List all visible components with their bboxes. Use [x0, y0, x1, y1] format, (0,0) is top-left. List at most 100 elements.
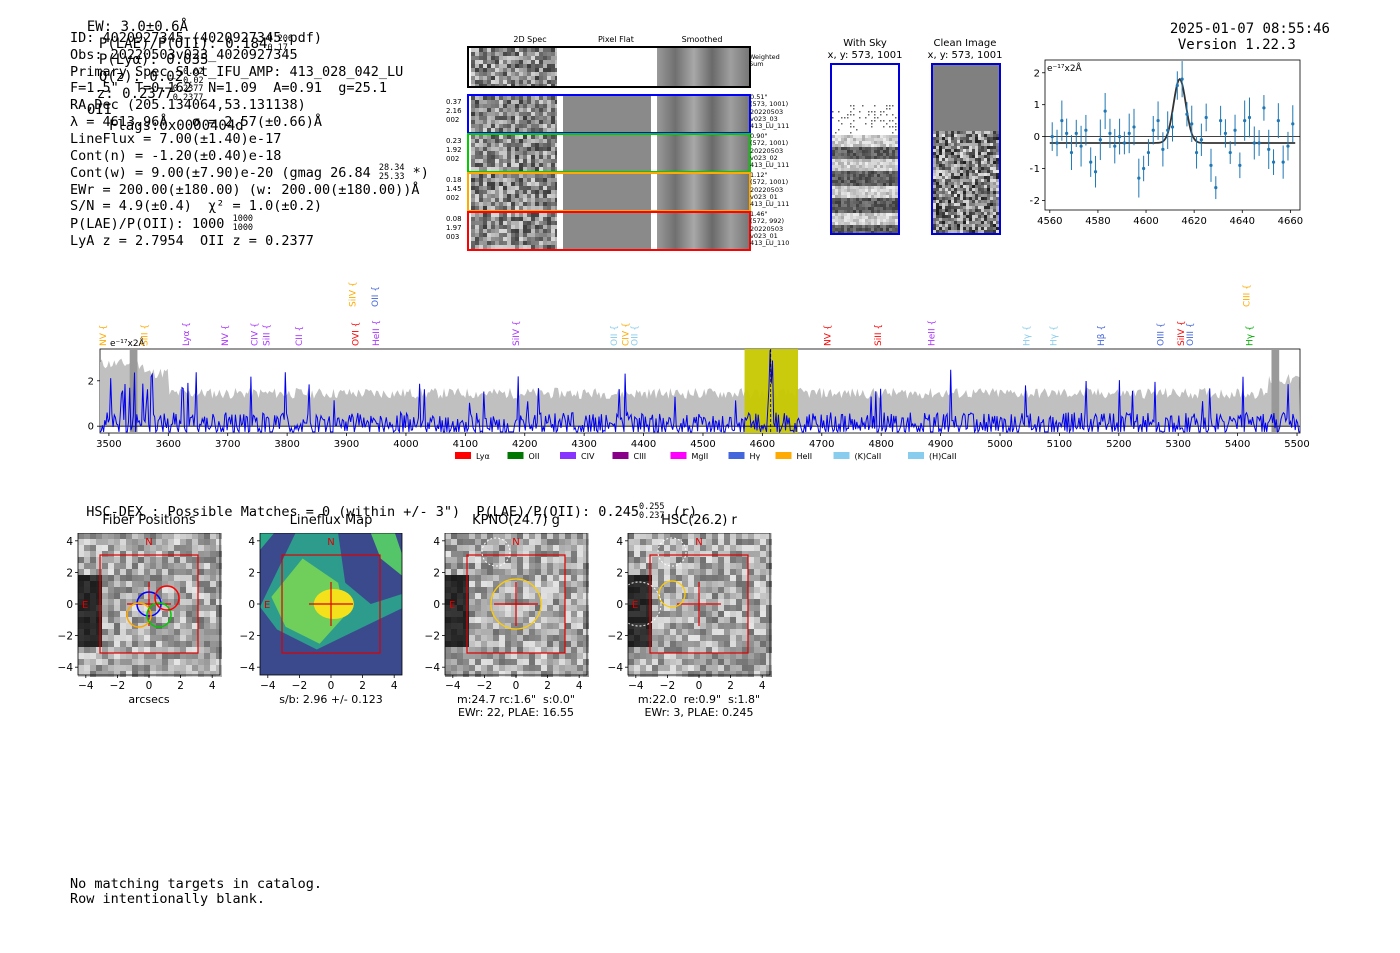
stamp-row: [467, 211, 751, 251]
cutout-ytick: 2: [616, 567, 623, 579]
cutout-caption: m:24.7 rc:1.6" s:0.0" EWr: 22, PLAE: 16.…: [457, 693, 575, 719]
clean-image-title: Clean Image x, y: 573, 1001: [927, 38, 1003, 61]
compass-e: E: [632, 600, 638, 611]
header-bar: EW: 3.0±0.6Å P(LAE)/P(OII): 0.1840.206 0.…: [70, 3, 293, 134]
cutout-xtick: 0: [328, 680, 335, 692]
footer-line-2: Row intentionally blank.: [70, 891, 266, 907]
zoom-data-point: [1117, 134, 1122, 139]
zoom-data-point: [1156, 119, 1160, 123]
clean-image: [931, 63, 1001, 235]
info-lambda: λ = 4613.96Å σ = 2.57(±0.66)Å: [70, 113, 322, 130]
zoom-data-point: [1238, 163, 1242, 167]
legend-label: HeII: [797, 452, 813, 461]
compass-n: N: [327, 537, 334, 548]
compass-n: N: [145, 537, 152, 548]
cutout-xtick: 4: [576, 680, 583, 692]
cutout-caption: s/b: 2.96 +/- 0.123: [279, 693, 383, 706]
line-mark-label: HeII {: [928, 320, 938, 346]
aperture-circle: [658, 580, 686, 608]
info-id: ID: 4020927345 (4020927345.pdf): [70, 30, 322, 46]
spec-xtick: 4600: [750, 439, 775, 450]
line-mark-label: NV {: [221, 325, 231, 346]
stamp-smoothed: [657, 213, 749, 249]
z-type: OII: [86, 102, 113, 118]
cutout-xtick: −2: [477, 680, 492, 692]
zoom-data-point: [1122, 141, 1126, 145]
line-mark-label: OVI {: [351, 322, 361, 346]
zoom-data-point: [1233, 128, 1237, 132]
cutout-ytick: −4: [58, 662, 74, 674]
zoom-data-point: [1267, 147, 1271, 151]
stamp-smoothed: [657, 96, 749, 132]
compass-n: N: [512, 537, 519, 548]
cutout-xtick: 4: [391, 680, 398, 692]
line-mark-upper-label: OII {: [371, 286, 381, 307]
cutout-ytick: 0: [433, 599, 440, 611]
zoom-data-point: [1084, 128, 1088, 132]
spec-xtick: 5400: [1225, 439, 1250, 450]
plya-value: P(Lyα): 0.035: [98, 52, 209, 68]
cutout-title: Lineflux Map: [289, 513, 373, 528]
line-mark-label: NV {: [99, 325, 109, 346]
q-range: 0.02 0.02: [183, 67, 204, 86]
zoom-data-point: [1108, 131, 1112, 136]
cutout-image: N E −4 −2 0 2 4 4 2 0 −2 −4: [608, 533, 772, 692]
cutout-xtick: −2: [110, 680, 125, 692]
zoom-line-plot: 4560 4580 4600 4620 4640 4660 2 1 0 −1 −2 e⁻¹⁷x2Å: [1030, 59, 1303, 227]
zoom-data-point: [1214, 186, 1218, 190]
line-mark-label: OII {: [631, 325, 641, 346]
cutout-ytick: −2: [425, 631, 440, 643]
stamp-row: [467, 133, 751, 173]
weighted-2dspec: [471, 48, 559, 88]
zoom-data-point: [1262, 106, 1266, 110]
cutout-xtick: 4: [209, 680, 216, 692]
legend-swatch: [908, 452, 924, 459]
cutout-caption: arcsecs: [128, 693, 170, 706]
emission-highlight: [744, 349, 799, 433]
line-mark-label: OIII {: [1156, 322, 1166, 346]
line-mark-label: HeII {: [372, 320, 382, 346]
legend-swatch: [560, 452, 576, 459]
cutout-ytick: 0: [248, 599, 255, 611]
zoom-data-point: [1161, 147, 1165, 151]
cutout-ytick: −2: [608, 631, 623, 643]
stamp-right-label: 0.90" (572, 1001) 20220503 v023_02 413_L…: [750, 132, 790, 170]
line-mark-label: SiII {: [141, 324, 151, 346]
zoom-data-point: [1137, 176, 1141, 180]
full-spectrum-plot: 3500 3600 3700 3800 3900 4000 4100 4200 4300 4400…: [88, 281, 1310, 461]
zoom-data-point: [1166, 128, 1170, 132]
line-mark-label: Hγ {: [1049, 325, 1059, 346]
info-obs: Obs: 20220503v023_4020927345: [70, 46, 298, 63]
aperture-circle: [490, 578, 542, 630]
zoom-data-point: [1050, 134, 1054, 139]
stamp-pixelflat: [563, 135, 651, 171]
zoom-data-point: [1093, 170, 1098, 174]
spec-xtick: 5200: [1106, 439, 1131, 450]
cutout-title: HSC(26.2) r: [661, 513, 737, 528]
line-mark-label: SiIV {: [1177, 320, 1187, 346]
legend-swatch: [775, 452, 792, 459]
stamp-left-label: 0.18 1.45 002: [446, 176, 462, 202]
zoom-ytick: 1: [1034, 100, 1040, 111]
legend-swatch: [670, 452, 687, 459]
col-header-smoothed: Smoothed: [681, 35, 723, 44]
legend-swatch: [507, 452, 524, 459]
z-range: 0.2377 0.2377: [172, 84, 204, 103]
footer-line-1: No matching targets in catalog.: [70, 876, 322, 892]
zoom-data-point: [1271, 160, 1276, 164]
stamp-left-label: 0.23 1.92 002: [446, 137, 462, 163]
info-fiber: F=1.5" T=0.162 N=1.09 A=0.91 g=25.1: [70, 80, 387, 97]
legend-label: (K)CaII: [855, 452, 882, 461]
zoom-data-point: [1132, 125, 1136, 129]
zoom-ytick: −1: [1030, 164, 1040, 175]
zoom-data-point: [1098, 138, 1102, 142]
stamp-2dspec: [471, 174, 559, 210]
line-mark-label: OII {: [610, 325, 620, 346]
with-sky-title: With Sky x, y: 573, 1001: [827, 38, 903, 61]
legend-label: MgII: [692, 452, 709, 461]
timestamp: 2025-01-07 08:55:46: [1169, 21, 1330, 37]
zoom-data-point: [1089, 160, 1093, 164]
zoom-data-point: [1127, 131, 1131, 136]
zoom-data-point: [1209, 163, 1213, 167]
edge-mask-right: [1271, 349, 1280, 433]
